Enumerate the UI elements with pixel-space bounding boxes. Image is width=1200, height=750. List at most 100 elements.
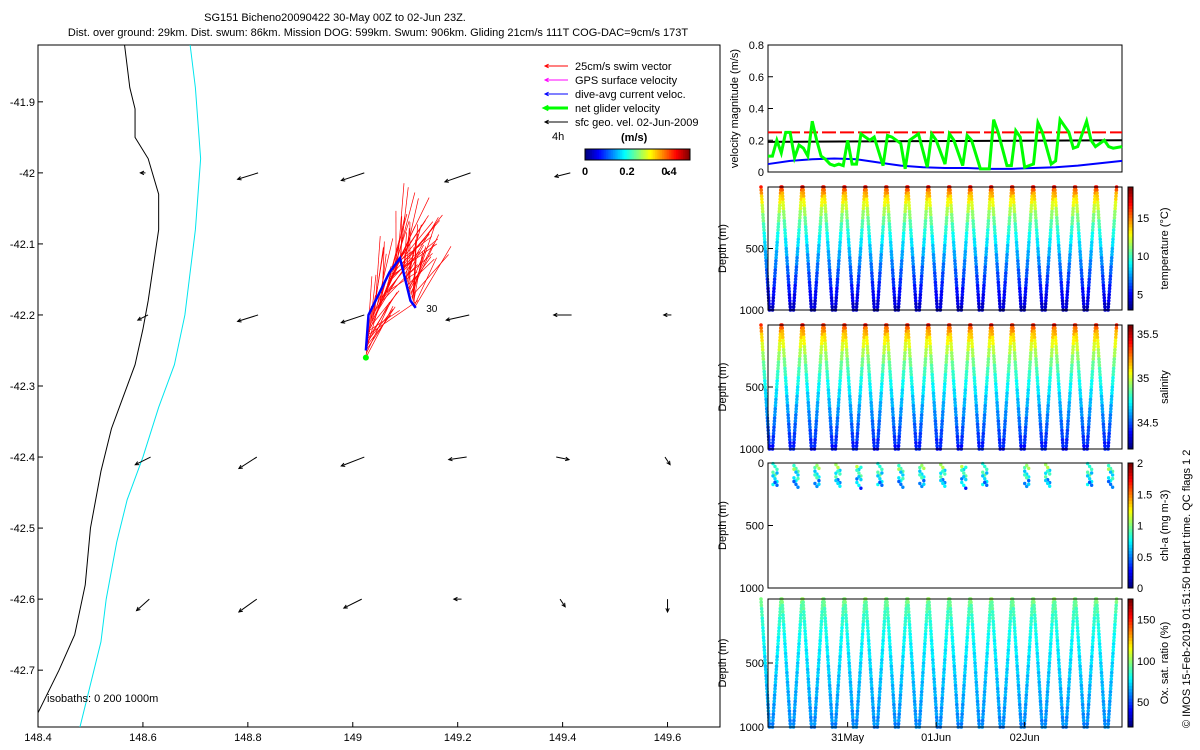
salinity-dot — [972, 375, 977, 380]
oxygen-dot — [1036, 667, 1041, 672]
salinity-dot — [847, 382, 851, 386]
salinity-dot — [1099, 388, 1103, 392]
oxygen-dot — [759, 606, 764, 611]
oxygen-dot — [976, 706, 980, 710]
temperature-dot — [963, 255, 967, 260]
temperature-dot — [776, 231, 780, 235]
temperature-colorbar-segment — [1128, 208, 1133, 213]
temperature-dot — [950, 228, 955, 232]
oxygen-dot — [1070, 632, 1075, 636]
temperature-dot — [1055, 222, 1060, 226]
oxygen-dot — [827, 670, 831, 675]
oxygen-dot — [1044, 712, 1048, 716]
temperature-dot — [1088, 255, 1093, 260]
temperature-dot — [919, 283, 923, 288]
salinity-dot — [891, 413, 895, 417]
oxygen-dot — [1015, 661, 1019, 665]
salinity-dot — [761, 360, 766, 365]
salinity-dot — [1056, 382, 1061, 386]
salinity-dot — [886, 351, 891, 355]
temperature-dot — [1039, 289, 1043, 294]
salinity-dot — [939, 431, 944, 436]
salinity-dot — [820, 335, 824, 340]
oxygen-dot — [974, 683, 979, 688]
temperature-dot — [820, 200, 824, 205]
salinity-dot — [1034, 366, 1039, 371]
geo-vector-head — [134, 461, 140, 466]
oxygen-dot — [849, 696, 854, 700]
temperature-dot — [1089, 252, 1093, 257]
chl-dot — [834, 462, 838, 467]
salinity-dot — [1108, 416, 1113, 420]
oxygen-dot — [761, 632, 766, 636]
temperature-dot — [949, 200, 953, 205]
salinity-dot — [998, 441, 1002, 445]
temperature-dot — [976, 295, 981, 300]
salinity-dot — [1059, 416, 1063, 420]
oxygen-dot — [829, 706, 833, 710]
temperature-dot — [1102, 289, 1106, 294]
oxygen-dot — [856, 699, 860, 704]
salinity-dot — [918, 428, 923, 433]
oxygen-dot — [984, 658, 989, 662]
temperature-dot — [1036, 252, 1041, 257]
salinity-dot — [866, 357, 871, 361]
salinity-dot — [1069, 379, 1073, 383]
salinity-dot — [1011, 326, 1015, 330]
salinity-dot — [1024, 416, 1029, 420]
salinity-dot — [1037, 400, 1041, 405]
oxygen-dot — [907, 613, 911, 617]
temperature-dot — [1097, 231, 1102, 235]
salinity-dot — [1072, 335, 1076, 340]
temperature-colorbar-segment — [1128, 270, 1133, 274]
oxygen-dot — [899, 674, 904, 678]
chl-dot — [859, 486, 863, 490]
temperature-dot — [1029, 200, 1034, 205]
salinity-dot — [777, 341, 782, 346]
salinity-dot — [921, 388, 926, 392]
salinity-dot — [1044, 437, 1048, 442]
oxygen-dot — [785, 683, 790, 688]
salinity-dot — [949, 344, 954, 349]
oxygen-dot — [909, 651, 914, 656]
temperature-dot — [929, 225, 934, 229]
oxygen-dot — [940, 690, 945, 694]
salinity-colorbar-tick-label: 35 — [1137, 373, 1149, 385]
temperature-dot — [902, 222, 907, 226]
temperature-dot — [961, 277, 966, 282]
salinity-dot — [1097, 366, 1102, 371]
temperature-dot — [921, 249, 926, 254]
temperature-dot — [816, 252, 821, 257]
temperature-dot — [836, 271, 840, 275]
temperature-dot — [923, 215, 928, 220]
salinity-dot — [1066, 416, 1071, 420]
oxygen-colorbar-segment — [1128, 631, 1133, 635]
oxygen-dot — [797, 635, 802, 640]
temperature-dot — [871, 295, 876, 300]
temperature-dot — [1098, 237, 1103, 242]
salinity-dot — [1109, 397, 1114, 402]
salinity-dot — [1012, 344, 1016, 349]
salinity-dot — [908, 363, 913, 368]
salinity-dot — [912, 419, 917, 423]
temperature-dot — [967, 197, 971, 202]
temperature-dot — [1090, 231, 1095, 235]
temperature-dot — [844, 203, 848, 208]
temperature-dot — [837, 246, 842, 251]
oxygen-dot — [944, 638, 948, 643]
oxygen-dot — [1035, 648, 1039, 652]
salinity-dot — [951, 375, 956, 380]
salinity-dot — [859, 369, 864, 374]
oxygen-dot — [963, 670, 967, 675]
salinity-dot — [921, 385, 926, 389]
temperature-dot — [813, 302, 817, 306]
oxygen-dot — [1046, 674, 1051, 678]
oxygen-dot — [814, 702, 818, 707]
salinity-dot — [973, 385, 977, 389]
oxygen-dot — [762, 645, 766, 649]
salinity-dot — [987, 338, 992, 343]
oxygen-dot — [910, 664, 915, 668]
oxygen-dot — [801, 600, 805, 604]
chl-a-colorbar-tick-label: 1.5 — [1137, 489, 1152, 501]
